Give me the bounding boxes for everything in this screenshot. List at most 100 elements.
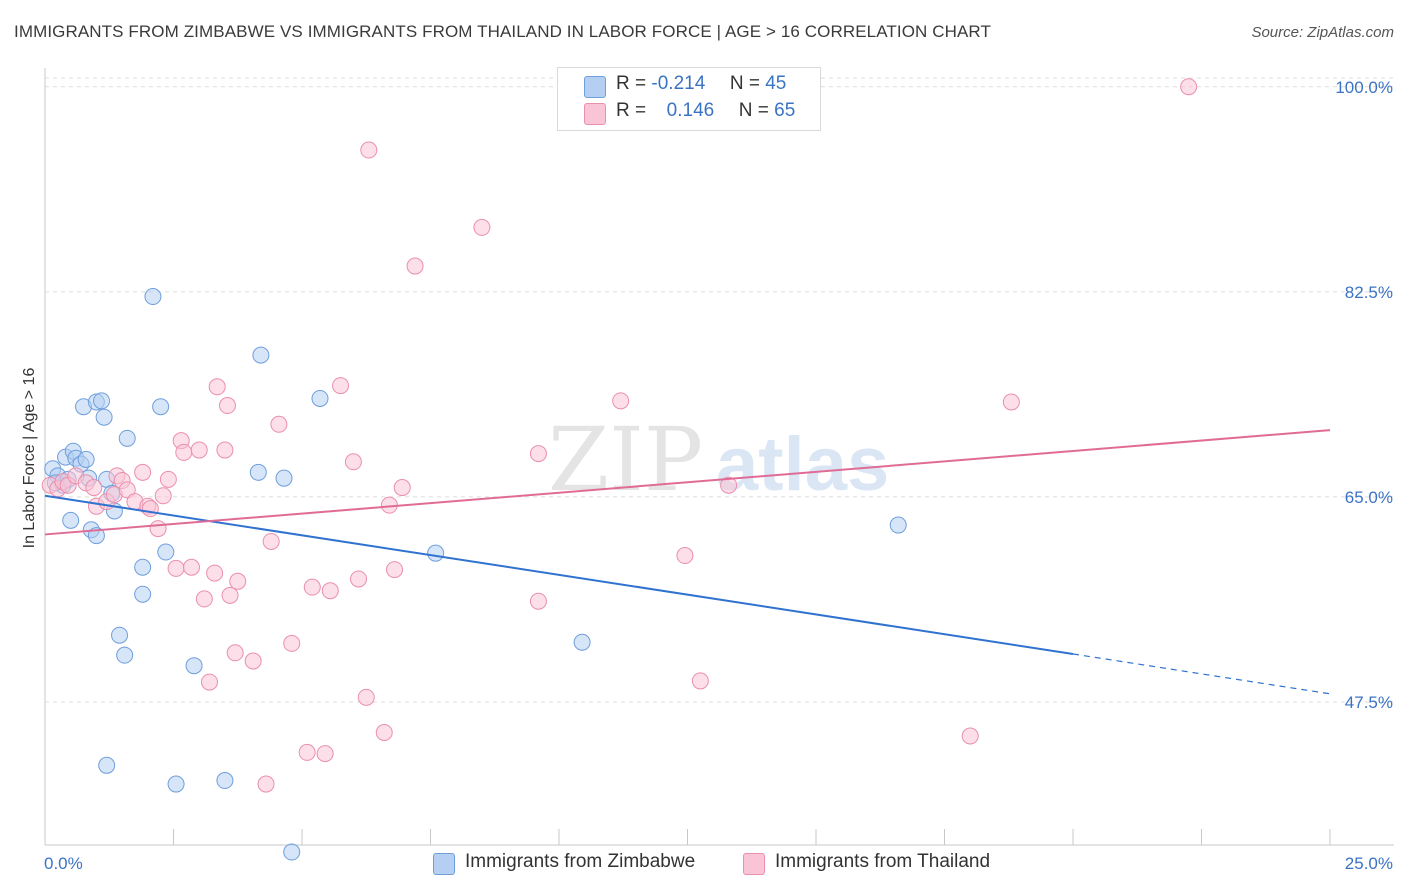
x-tick-label-min: 0.0% <box>44 854 83 873</box>
zimbabwe-point-38 <box>167 775 185 793</box>
thailand-point-22 <box>175 443 193 461</box>
thailand-point-48 <box>375 723 393 741</box>
zimbabwe-point-30 <box>252 346 270 364</box>
zimbabwe-point-24 <box>157 543 175 561</box>
bottom-legend-label-zimbabwe: Immigrants from Zimbabwe <box>465 851 696 872</box>
zimbabwe-point-16 <box>93 392 111 410</box>
thailand-point-32 <box>229 572 247 590</box>
y-tick-labels: 47.5% 65.0% 82.5% 100.0% <box>1335 78 1393 712</box>
zimbabwe-point-40 <box>283 843 301 861</box>
thailand-point-44 <box>344 453 362 471</box>
n-label: N = <box>729 73 760 94</box>
zimbabwe-point-27 <box>111 626 129 644</box>
chart-title: IMMIGRANTS FROM ZIMBABWE VS IMMIGRANTS F… <box>14 22 991 41</box>
r-label: R = <box>616 73 647 94</box>
zimbabwe-point-26 <box>134 585 152 603</box>
correlation-legend: R = -0.214 N = 45 R = 0.146 N = 65 <box>557 67 821 131</box>
watermark-zip: ZIP <box>548 408 703 511</box>
thailand-point-61 <box>1002 393 1020 411</box>
y-tick-label-3: 100.0% <box>1335 78 1393 97</box>
r-label: R = <box>616 100 647 121</box>
thailand-point-26 <box>200 673 218 691</box>
thailand-point-27 <box>206 564 224 582</box>
thailand-point-47 <box>360 141 378 159</box>
thailand-point-42 <box>321 582 339 600</box>
n-label: N = <box>738 100 769 121</box>
legend-swatch-zimbabwe <box>584 76 606 98</box>
thailand-point-36 <box>262 532 280 550</box>
y-tick-label-0: 47.5% <box>1345 693 1393 712</box>
thailand-point-12 <box>118 481 136 499</box>
thailand-point-43 <box>332 377 350 395</box>
thailand-point-16 <box>141 500 159 518</box>
thailand-point-59 <box>720 476 738 494</box>
thailand-point-19 <box>159 470 177 488</box>
thailand-point-35 <box>257 775 275 793</box>
thailand-point-34 <box>244 652 262 670</box>
thailand-point-39 <box>298 743 316 761</box>
legend-text-zimbabwe: R = -0.214 N = 45 <box>616 73 786 95</box>
thailand-point-41 <box>316 745 334 763</box>
legend-text-thailand: R = 0.146 N = 65 <box>616 100 795 122</box>
zimbabwe-point-34 <box>427 544 445 562</box>
thailand-point-6 <box>85 479 103 497</box>
zimbabwe-point-33 <box>311 389 329 407</box>
watermark-atlas: atlas <box>716 422 889 507</box>
thailand-point-28 <box>208 378 226 396</box>
zimbabwe-point-37 <box>98 756 116 774</box>
thailand-point-14 <box>134 463 152 481</box>
bottom-legend-swatch-zimbabwe <box>433 853 455 875</box>
thailand-point-45 <box>350 570 368 588</box>
thailand-point-60 <box>961 727 979 745</box>
zimbabwe-point-9 <box>77 450 95 468</box>
thailand-point-37 <box>270 415 288 433</box>
thailand-point-23 <box>182 558 200 576</box>
bottom-legend-swatch-thailand <box>743 853 765 875</box>
bottom-legend-label-thailand: Immigrants from Thailand <box>775 851 991 872</box>
thailand-point-53 <box>473 218 491 236</box>
thailand-point-40 <box>303 578 321 596</box>
thailand-point-29 <box>216 441 234 459</box>
n-value-zimbabwe: 45 <box>765 73 787 94</box>
zimbabwe-point-32 <box>275 469 293 487</box>
zimbabwe-point-13 <box>87 527 105 545</box>
thailand-point-54 <box>529 592 547 610</box>
thailand-point-17 <box>149 520 167 538</box>
thailand-point-30 <box>221 586 239 604</box>
thailand-point-55 <box>529 445 547 463</box>
thailand-point-58 <box>691 672 709 690</box>
zimbabwe-point-22 <box>144 288 162 306</box>
thailand-point-24 <box>190 441 208 459</box>
zimbabwe-point-29 <box>185 657 203 675</box>
zimbabwe-point-23 <box>152 398 170 416</box>
zimbabwe-point-21 <box>118 429 136 447</box>
series-thailand-points <box>41 78 1198 793</box>
thailand-point-51 <box>393 479 411 497</box>
thailand-point-38 <box>283 634 301 652</box>
thailand-point-56 <box>612 392 630 410</box>
zimbabwe-point-39 <box>216 772 234 790</box>
r-value-thailand: 0.146 <box>666 100 715 121</box>
source-label: Source: ZipAtlas.com <box>1251 24 1394 41</box>
n-value-thailand: 65 <box>774 100 796 121</box>
trend-lines <box>44 429 1331 695</box>
thailand-point-52 <box>406 257 424 275</box>
thailand-point-62 <box>1180 78 1198 96</box>
watermark: ZIP atlas <box>548 408 889 511</box>
zimbabwe-point-35 <box>573 633 591 651</box>
trend-line-zimbabwe <box>44 494 1074 655</box>
thailand-point-18 <box>154 487 172 505</box>
thailand-point-50 <box>386 561 404 579</box>
zimbabwe-point-31 <box>249 463 267 481</box>
r-value-zimbabwe: -0.214 <box>651 73 706 94</box>
zimbabwe-point-25 <box>134 558 152 576</box>
y-axis-label: In Labor Force | Age > 16 <box>21 368 38 549</box>
thailand-point-31 <box>226 644 244 662</box>
zimbabwe-point-28 <box>116 646 134 664</box>
zimbabwe-point-17 <box>95 408 113 426</box>
axes <box>44 68 1394 846</box>
y-tick-label-1: 65.0% <box>1345 488 1393 507</box>
y-tick-label-2: 82.5% <box>1345 283 1393 302</box>
thailand-point-57 <box>676 547 694 565</box>
